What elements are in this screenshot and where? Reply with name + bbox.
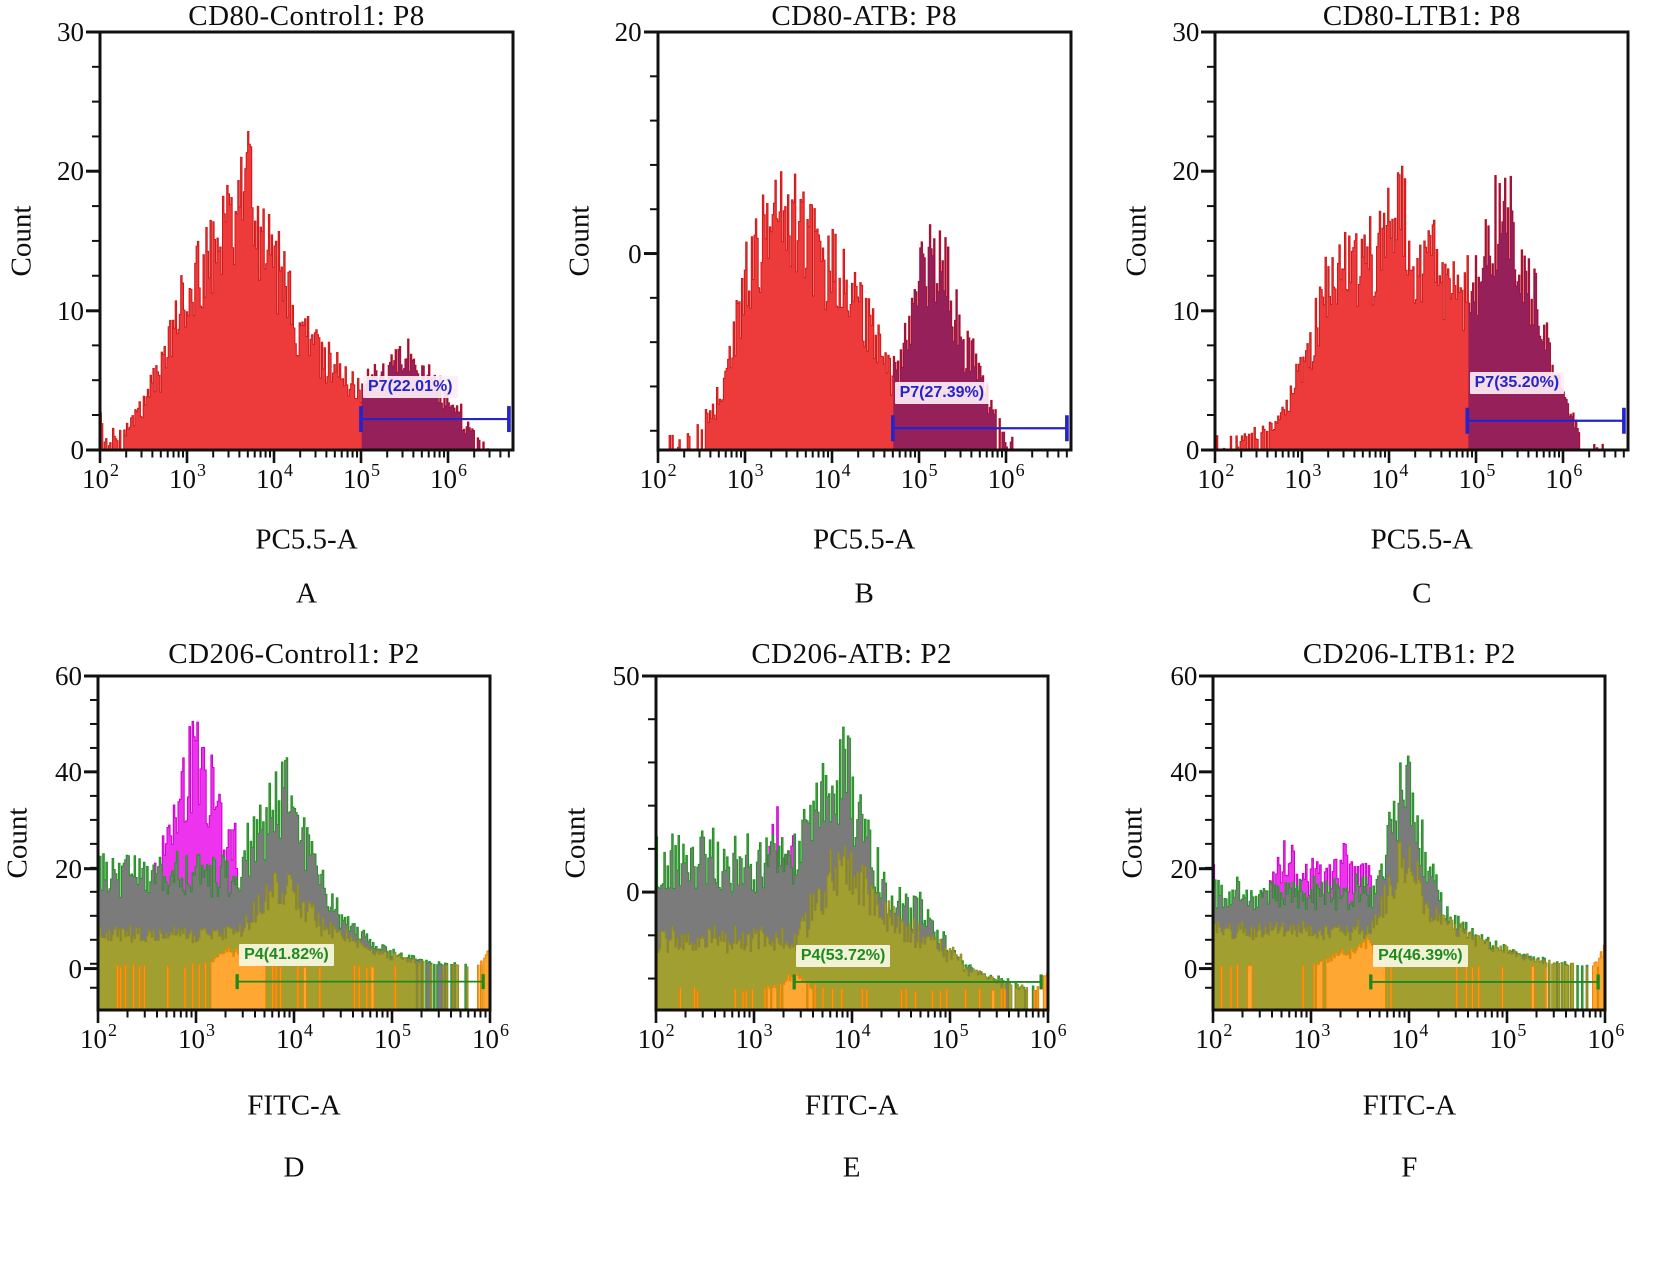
gate-label: P4(46.39%) — [1373, 945, 1468, 968]
panel-title: CD80-LTB1: P8 — [1322, 0, 1521, 32]
x-tick-label: 106 — [987, 460, 1025, 494]
gate-label: P7(35.20%) — [1469, 372, 1565, 395]
panel-A: CD80-Control1: P8 Count P7(22.01%) PC5.5… — [0, 0, 558, 620]
panel-D: CD206-Control1: P2 Count P4(41.82%) FITC… — [0, 620, 558, 1274]
x-tick-label: 102 — [1195, 1020, 1233, 1054]
x-tick-label: 104 — [276, 1020, 313, 1054]
panel-title: CD206-Control1: P2 — [168, 638, 420, 670]
y-tick-label: 40 — [1170, 756, 1198, 787]
y-tick-label: 0 — [1183, 953, 1198, 984]
x-tick-label: 104 — [256, 460, 293, 494]
x-axis-title: PC5.5-A — [812, 523, 916, 556]
panel-letter: C — [1412, 577, 1432, 610]
x-tick-label: 103 — [178, 1020, 215, 1054]
panel-letter: A — [296, 577, 317, 610]
x-tick-label: 103 — [735, 1020, 773, 1054]
gate-label: P4(41.82%) — [239, 944, 334, 967]
y-axis-title: Count — [559, 807, 592, 879]
panel-title: CD80-Control1: P8 — [188, 0, 425, 32]
y-tick-label: 30 — [1172, 17, 1200, 47]
x-tick-label: 105 — [374, 1020, 411, 1054]
x-tick-label: 102 — [1197, 460, 1235, 494]
y-tick-label: 60 — [55, 661, 82, 691]
histogram-plot-F — [1199, 674, 1607, 1023]
y-tick-label: 60 — [1170, 661, 1198, 691]
x-tick-label: 102 — [637, 1020, 675, 1054]
x-tick-label: 102 — [639, 460, 677, 494]
histogram-plot-D — [84, 674, 492, 1023]
y-axis-title: Count — [1120, 205, 1153, 277]
y-tick-label: 0 — [1185, 435, 1200, 465]
x-tick-label: 102 — [82, 460, 119, 494]
x-tick-label: 104 — [833, 1020, 871, 1054]
y-tick-label: 0 — [626, 877, 640, 908]
x-tick-label: 106 — [1029, 1020, 1067, 1054]
x-tick-label: 105 — [1458, 460, 1496, 494]
panel-letter: D — [283, 1151, 305, 1184]
x-tick-label: 106 — [1545, 460, 1583, 494]
y-tick-label: 0 — [70, 435, 85, 465]
y-axis-title: Count — [5, 205, 38, 277]
gate-label: P7(27.39%) — [894, 381, 990, 404]
x-tick-label: 105 — [931, 1020, 969, 1054]
panel-F: CD206-LTB1: P2 Count P4(46.39%) FITC-A F… — [1115, 620, 1673, 1274]
y-tick-label: 10 — [57, 295, 84, 326]
histogram-plot-E — [641, 674, 1050, 1023]
x-tick-label: 104 — [813, 460, 851, 494]
panel-title: CD206-LTB1: P2 — [1302, 638, 1516, 670]
y-tick-label: 0 — [628, 238, 642, 269]
gate-label: P7(22.01%) — [363, 376, 458, 399]
panel-E: CD206-ATB: P2 Count P4(53.72%) FITC-A E … — [558, 620, 1116, 1274]
y-tick-label: 20 — [55, 853, 82, 884]
x-tick-label: 105 — [900, 460, 938, 494]
x-tick-label: 103 — [169, 460, 206, 494]
panel-title: CD80-ATB: P8 — [771, 0, 957, 32]
y-tick-label: 20 — [1172, 156, 1200, 187]
y-tick-label: 20 — [57, 156, 84, 187]
panel-letter: E — [842, 1151, 861, 1184]
x-tick-label: 102 — [80, 1020, 117, 1054]
x-tick-label: 106 — [430, 460, 467, 494]
x-tick-label: 104 — [1371, 460, 1409, 494]
y-tick-label: 10 — [1172, 295, 1200, 326]
y-tick-label: 50 — [612, 661, 640, 691]
x-tick-label: 104 — [1391, 1020, 1429, 1054]
panel-letter: F — [1401, 1151, 1418, 1184]
y-tick-label: 0 — [68, 953, 83, 984]
x-axis-title: FITC-A — [1362, 1089, 1457, 1122]
x-axis-title: FITC-A — [247, 1089, 341, 1122]
y-tick-label: 20 — [1170, 853, 1198, 884]
x-axis-title: FITC-A — [804, 1089, 899, 1122]
x-tick-label: 106 — [1587, 1020, 1625, 1054]
x-tick-label: 106 — [472, 1020, 509, 1054]
x-tick-label: 103 — [1293, 1020, 1331, 1054]
panel-B: CD80-ATB: P8 Count P7(27.39%) PC5.5-A B … — [558, 0, 1116, 620]
gate-label: P4(53.72%) — [795, 945, 891, 968]
panel-letter: B — [854, 577, 874, 610]
x-tick-label: 103 — [1284, 460, 1322, 494]
x-tick-label: 105 — [1489, 1020, 1527, 1054]
x-tick-label: 105 — [343, 460, 380, 494]
x-axis-title: PC5.5-A — [255, 523, 358, 556]
y-tick-label: 20 — [614, 17, 642, 47]
panel-C: CD80-LTB1: P8 Count P7(35.20%) PC5.5-A C… — [1115, 0, 1673, 620]
y-tick-label: 40 — [55, 756, 82, 787]
x-tick-label: 103 — [726, 460, 764, 494]
x-axis-title: PC5.5-A — [1370, 523, 1473, 556]
y-tick-label: 30 — [57, 17, 84, 47]
panel-title: CD206-ATB: P2 — [751, 638, 952, 670]
